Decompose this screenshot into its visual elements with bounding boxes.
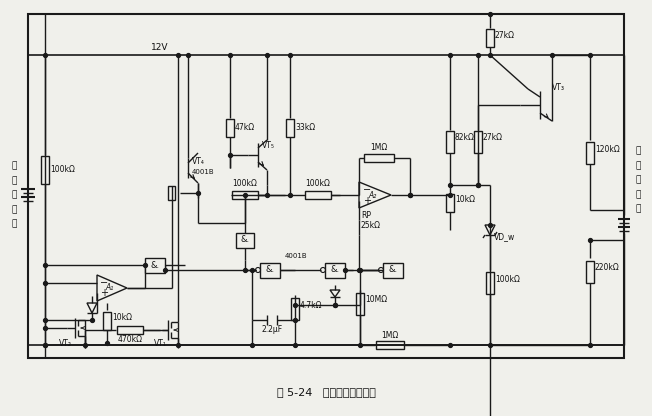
Text: 10kΩ: 10kΩ bbox=[112, 314, 132, 322]
Bar bbox=[356, 293, 364, 315]
Text: &.: &. bbox=[331, 265, 340, 275]
Bar bbox=[260, 262, 280, 277]
Bar bbox=[586, 142, 594, 164]
Text: 100kΩ: 100kΩ bbox=[233, 178, 258, 188]
Bar bbox=[376, 341, 404, 349]
Text: &.: &. bbox=[151, 260, 160, 270]
Text: −: − bbox=[363, 185, 371, 195]
Text: 4001B: 4001B bbox=[192, 169, 215, 175]
Bar bbox=[474, 131, 482, 153]
Text: 图 5-24   太阳能充电器电路: 图 5-24 太阳能充电器电路 bbox=[276, 387, 376, 397]
Text: &.: &. bbox=[241, 235, 250, 245]
Text: 4001B: 4001B bbox=[285, 253, 308, 259]
Text: 25kΩ: 25kΩ bbox=[361, 220, 381, 230]
Text: 100kΩ: 100kΩ bbox=[50, 166, 75, 174]
Text: −: − bbox=[100, 278, 108, 288]
Text: 1MΩ: 1MΩ bbox=[370, 144, 388, 153]
Bar bbox=[486, 272, 494, 294]
Text: 47kΩ: 47kΩ bbox=[235, 124, 255, 133]
Text: VT₂: VT₂ bbox=[59, 339, 72, 349]
Text: 33kΩ: 33kΩ bbox=[295, 124, 315, 133]
Text: 10kΩ: 10kΩ bbox=[455, 196, 475, 205]
Bar bbox=[286, 119, 294, 137]
Bar bbox=[236, 233, 254, 248]
Bar bbox=[586, 261, 594, 283]
Text: 2.2μF: 2.2μF bbox=[261, 325, 282, 334]
Text: VD_w: VD_w bbox=[494, 233, 515, 242]
Text: 被
充
电
电
池: 被 充 电 电 池 bbox=[635, 146, 641, 214]
Text: 1MΩ: 1MΩ bbox=[381, 330, 398, 339]
Bar bbox=[291, 298, 299, 320]
Bar bbox=[145, 258, 165, 272]
Bar bbox=[383, 262, 403, 277]
Text: 10MΩ: 10MΩ bbox=[365, 295, 387, 305]
Text: 27kΩ: 27kΩ bbox=[483, 134, 503, 143]
Text: 100kΩ: 100kΩ bbox=[495, 275, 520, 285]
Text: VT₄: VT₄ bbox=[192, 158, 205, 166]
Text: 470kΩ: 470kΩ bbox=[117, 335, 143, 344]
Bar bbox=[168, 186, 175, 200]
Text: 220kΩ: 220kΩ bbox=[595, 263, 620, 272]
Text: RP: RP bbox=[361, 210, 371, 220]
Bar bbox=[446, 194, 454, 212]
Text: 4.7kΩ: 4.7kΩ bbox=[300, 300, 323, 310]
Text: +: + bbox=[100, 288, 108, 298]
Text: 100kΩ: 100kΩ bbox=[306, 178, 331, 188]
Bar bbox=[41, 156, 49, 184]
Text: 12V: 12V bbox=[151, 44, 169, 52]
Text: A₂: A₂ bbox=[369, 191, 377, 200]
Bar bbox=[226, 119, 234, 137]
Bar bbox=[305, 191, 331, 199]
Bar bbox=[364, 154, 394, 162]
Bar bbox=[117, 326, 143, 334]
Bar bbox=[486, 29, 494, 47]
Bar bbox=[103, 312, 111, 330]
Text: VT₅: VT₅ bbox=[262, 141, 275, 149]
Text: VT₃: VT₃ bbox=[552, 84, 565, 92]
Text: 27kΩ: 27kΩ bbox=[495, 30, 515, 40]
Text: +: + bbox=[363, 196, 371, 206]
Text: 120kΩ: 120kΩ bbox=[595, 146, 620, 154]
Text: &.: &. bbox=[389, 265, 398, 275]
Text: 太
阳
能
电
池: 太 阳 能 电 池 bbox=[11, 161, 17, 229]
Text: A₁: A₁ bbox=[106, 283, 114, 292]
Bar bbox=[446, 131, 454, 153]
Text: VT₁: VT₁ bbox=[154, 339, 166, 349]
Bar bbox=[28, 14, 624, 358]
Bar bbox=[232, 191, 258, 199]
Bar bbox=[325, 262, 345, 277]
Text: &.: &. bbox=[265, 265, 274, 275]
Text: 82kΩ: 82kΩ bbox=[455, 134, 475, 143]
